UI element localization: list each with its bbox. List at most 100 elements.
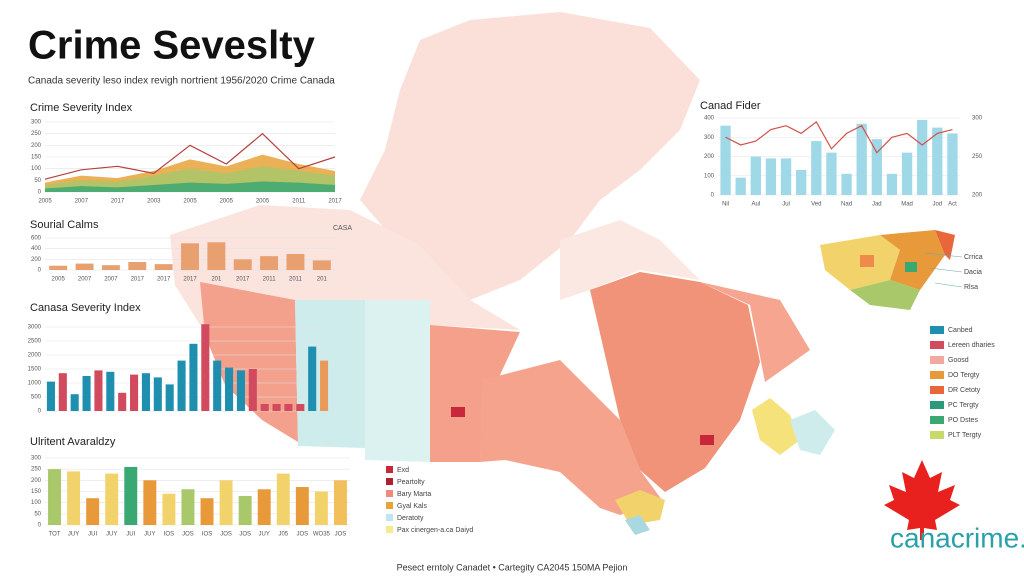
x-tick-label: 2017: [157, 277, 171, 283]
bar: [162, 493, 176, 525]
bar: [286, 254, 305, 270]
bar: [932, 127, 943, 195]
alberta: [295, 300, 365, 448]
legend-label: DR Cetoty: [948, 387, 981, 394]
y-tick-label: 150: [31, 155, 42, 161]
legend-swatch: [930, 401, 944, 409]
y-tick-label: 200: [704, 154, 715, 160]
x-tick-label: JUY: [68, 532, 79, 538]
y-tick-label: 0: [711, 193, 715, 199]
bar: [260, 256, 279, 270]
series-area: [45, 181, 335, 192]
y-tick-label: 100: [704, 173, 715, 179]
bar: [272, 404, 281, 411]
bar: [213, 360, 222, 411]
x-tick-label: Jad: [872, 202, 882, 208]
labrador: [700, 282, 810, 382]
x-tick-label: IOS: [202, 532, 212, 538]
y-tick-label: 1000: [28, 381, 42, 387]
great-lakes-region-2: [625, 515, 650, 535]
bar: [46, 381, 55, 411]
inset-region: [935, 230, 955, 260]
bar: [58, 373, 67, 411]
y-tick-label: 300: [31, 120, 42, 126]
x-tick-label: 2011: [289, 277, 303, 283]
x-tick-label: JOS: [239, 532, 251, 538]
bar: [141, 373, 150, 411]
y-tick-label: 400: [704, 116, 715, 122]
x-tick-label: IOS: [164, 532, 174, 538]
legend-swatch: [386, 490, 393, 497]
bar: [143, 480, 157, 525]
bar: [886, 173, 898, 195]
chart-title: Canasa Severity Index: [30, 302, 141, 314]
bar: [189, 343, 198, 411]
manitoba: [430, 325, 520, 462]
chart: Crime Severity Index 0 50 100 150 200 250 300 20…: [30, 102, 342, 205]
bar: [82, 376, 91, 411]
bar: [750, 156, 761, 195]
y-tick-label: 200: [31, 257, 42, 263]
region-marker: [700, 435, 714, 445]
x-tick-label: JUY: [106, 532, 117, 538]
bar: [70, 394, 79, 411]
legend-label: Canbed: [948, 327, 973, 334]
y-tick-label: 3000: [28, 325, 42, 331]
map: [170, 12, 960, 540]
x-tick-label: Ved: [811, 202, 821, 208]
y-tick-label: 2500: [28, 339, 42, 345]
x-tick-label: 2017: [236, 277, 250, 283]
legend-swatch: [386, 466, 393, 473]
y-tick-label: 600: [31, 236, 42, 242]
legend-label: PC Tergty: [948, 402, 979, 409]
bar: [233, 259, 252, 270]
bar: [128, 262, 147, 270]
y-tick-label: 100: [31, 166, 42, 172]
legend-swatch: [930, 416, 944, 424]
saskatchewan: [365, 300, 430, 462]
legend-swatch: [930, 431, 944, 439]
x-tick-label: 2017: [183, 277, 197, 283]
bar: [225, 367, 234, 411]
bar: [765, 158, 777, 195]
legend-label: Deratoty: [397, 515, 424, 522]
bar: [312, 260, 331, 270]
x-tick-label: 2007: [75, 199, 89, 205]
great-lakes-region: [615, 490, 665, 525]
y-tick-label: 1500: [28, 367, 42, 373]
bar: [260, 404, 269, 411]
chart-title: Crime Severity Index: [30, 102, 133, 114]
x-tick-label: Aul: [751, 202, 760, 208]
bar: [841, 173, 852, 195]
leader-line: [924, 252, 963, 258]
y-tick-label: 50: [34, 178, 41, 184]
bar: [917, 119, 928, 195]
region-marker: [451, 407, 465, 417]
bar: [48, 469, 62, 525]
y-tick-label: 300: [31, 456, 42, 462]
bar: [257, 489, 271, 525]
x-tick-label: JOS: [220, 532, 232, 538]
inset-map: [820, 230, 955, 310]
x-tick-label: JUY: [259, 532, 270, 538]
bar: [901, 152, 913, 195]
x-tick-label: J05: [278, 532, 288, 538]
subtitle: Canada severity leso index revigh nortri…: [28, 76, 335, 87]
x-tick-label: 2005: [38, 199, 52, 205]
bar: [200, 498, 214, 525]
bar: [181, 243, 199, 270]
x-tick-label: JOS: [182, 532, 194, 538]
legend-label: DO Tergty: [948, 372, 980, 379]
bar: [238, 495, 252, 525]
bar: [295, 487, 309, 525]
chart-title: Ulritent Avaraldzy: [30, 436, 116, 448]
inset-label: Rlsa: [964, 284, 978, 291]
legend-swatch: [930, 356, 944, 364]
y-tick-label: 100: [31, 500, 42, 506]
y-tick-label: 200: [31, 478, 42, 484]
x-tick-label: JUI: [88, 532, 97, 538]
maple-leaf: [884, 460, 960, 540]
legend-swatch: [930, 326, 944, 334]
bar: [826, 152, 837, 195]
brand: canacrime.ca: [890, 522, 1024, 553]
